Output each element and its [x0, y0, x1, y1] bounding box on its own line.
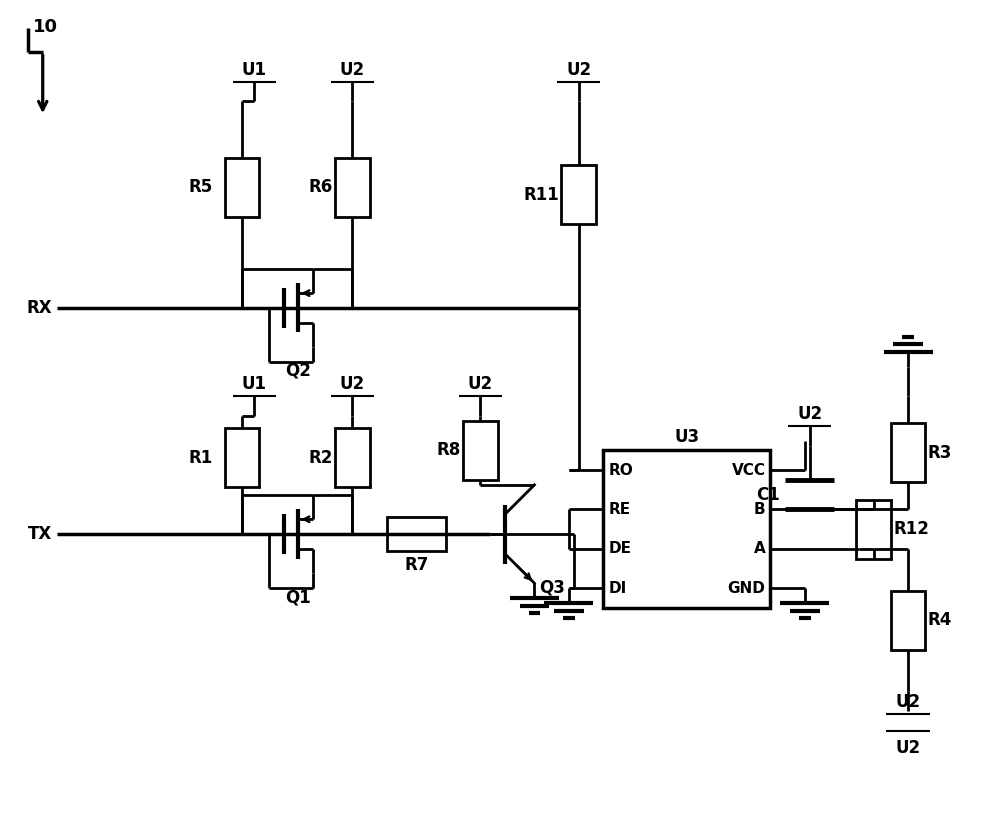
Text: U2: U2: [566, 61, 591, 79]
Text: A: A: [754, 541, 766, 556]
Text: U2: U2: [896, 693, 921, 711]
Text: R8: R8: [436, 441, 461, 460]
Text: Q1: Q1: [286, 588, 311, 606]
Text: R4: R4: [928, 611, 952, 629]
Bar: [335, 158, 370, 217]
Bar: [387, 517, 446, 551]
Text: R3: R3: [928, 444, 952, 462]
Text: R6: R6: [309, 178, 333, 196]
Text: TX: TX: [28, 525, 53, 543]
Text: U2: U2: [797, 405, 822, 423]
Bar: [891, 423, 925, 482]
Text: R12: R12: [893, 520, 929, 538]
Text: VCC: VCC: [732, 462, 766, 477]
Text: R2: R2: [308, 449, 333, 466]
Text: Q2: Q2: [285, 362, 311, 380]
Text: U2: U2: [340, 375, 365, 394]
Text: R5: R5: [189, 178, 213, 196]
Text: U1: U1: [242, 61, 267, 79]
Bar: [561, 166, 596, 224]
Text: Q3: Q3: [539, 579, 565, 596]
Text: R7: R7: [404, 556, 429, 573]
Text: GND: GND: [728, 581, 766, 595]
Text: U2: U2: [468, 375, 493, 394]
Text: R1: R1: [189, 449, 213, 466]
Text: DI: DI: [608, 581, 626, 595]
Text: U3: U3: [674, 427, 699, 446]
Bar: [225, 158, 259, 217]
Bar: [463, 421, 498, 480]
Bar: [891, 590, 925, 650]
Text: B: B: [754, 502, 766, 517]
Text: 10: 10: [33, 18, 58, 36]
Text: U2: U2: [896, 738, 921, 757]
Bar: [603, 451, 770, 608]
Bar: [856, 500, 891, 558]
Bar: [225, 428, 259, 487]
Text: R11: R11: [523, 186, 559, 204]
Text: U2: U2: [340, 61, 365, 79]
Text: RE: RE: [608, 502, 630, 517]
Text: RX: RX: [27, 298, 53, 317]
Text: RO: RO: [608, 462, 633, 477]
Text: DE: DE: [608, 541, 631, 556]
Text: U1: U1: [242, 375, 267, 394]
Text: C1: C1: [757, 486, 780, 504]
Bar: [335, 428, 370, 487]
